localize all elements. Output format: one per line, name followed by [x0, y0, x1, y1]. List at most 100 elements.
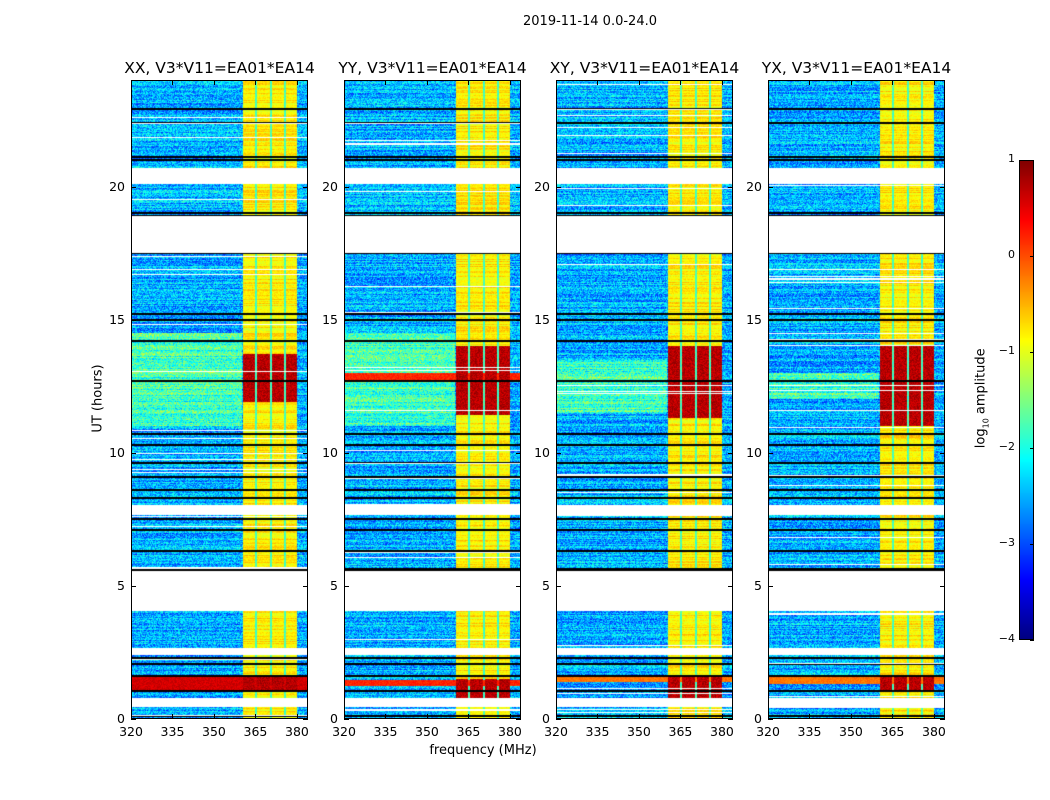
- y-tick-mark: [131, 319, 136, 321]
- y-tick-mark-right: [516, 585, 521, 587]
- x-tick-label: 365: [668, 724, 693, 739]
- x-tick-mark-top: [385, 80, 387, 85]
- heatmap-image: [556, 80, 733, 719]
- y-tick-label: 20: [746, 178, 762, 194]
- x-tick-mark: [768, 714, 769, 719]
- x-tick-mark-top: [213, 80, 215, 85]
- x-tick-mark-top: [426, 80, 428, 85]
- x-tick-mark-top: [556, 80, 557, 85]
- colorbar-label: log10 amplitude: [974, 338, 991, 458]
- colorbar: [1019, 160, 1034, 640]
- x-tick-label: 320: [544, 724, 568, 739]
- y-tick-label: 0: [542, 711, 550, 726]
- x-tick-mark: [721, 714, 723, 719]
- x-tick-label: 380: [285, 724, 309, 739]
- x-tick-mark: [213, 714, 215, 719]
- y-tick-mark-right: [940, 585, 945, 587]
- colorbar-tick-mark: [1030, 640, 1034, 641]
- heatmap-image: [131, 80, 308, 719]
- heatmap-panel: [131, 80, 308, 719]
- x-tick-mark: [131, 714, 132, 719]
- x-tick-label: 380: [710, 724, 734, 739]
- y-tick-label: 15: [109, 311, 125, 327]
- y-tick-mark: [131, 719, 136, 720]
- panel-frame: [556, 80, 733, 719]
- y-tick-mark: [556, 319, 561, 321]
- x-tick-label: 335: [373, 724, 398, 739]
- colorbar-label-prefix: log: [973, 428, 989, 449]
- x-tick-label: 365: [243, 724, 268, 739]
- figure-title: 2019-11-14 0.0-24.0: [523, 14, 657, 29]
- panel-frame: [768, 80, 945, 719]
- colorbar-label-suffix: amplitude: [973, 348, 989, 419]
- y-tick-mark-right: [516, 319, 521, 321]
- colorbar-frame: [1019, 160, 1034, 640]
- y-tick-mark-right: [728, 452, 733, 454]
- x-tick-mark: [509, 714, 511, 719]
- y-tick-mark-right: [516, 186, 521, 188]
- y-tick-mark: [768, 186, 773, 188]
- x-tick-mark-top: [131, 80, 132, 85]
- x-tick-label: 320: [119, 724, 143, 739]
- x-tick-mark-top: [721, 80, 723, 85]
- panel-title: YY, V3*V11=EA01*EA14: [338, 59, 527, 77]
- y-tick-mark-right: [728, 186, 733, 188]
- y-tick-label: 5: [117, 577, 125, 593]
- x-tick-mark: [809, 714, 811, 719]
- y-tick-label: 10: [746, 444, 762, 460]
- x-tick-label: 320: [332, 724, 356, 739]
- y-tick-label: 15: [746, 311, 762, 327]
- x-tick-mark: [680, 714, 682, 719]
- y-tick-label: 20: [109, 178, 125, 194]
- y-axis-label: UT (hours): [90, 364, 106, 433]
- x-tick-label: 380: [922, 724, 946, 739]
- y-tick-label: 20: [322, 178, 338, 194]
- y-tick-mark: [344, 186, 349, 188]
- x-tick-mark-top: [468, 80, 470, 85]
- x-tick-mark-top: [892, 80, 894, 85]
- panel-title: XY, V3*V11=EA01*EA14: [549, 59, 740, 77]
- panel-frame: [344, 80, 521, 719]
- heatmap-panel: [768, 80, 945, 719]
- colorbar-tick-mark: [1030, 544, 1034, 545]
- y-tick-mark: [131, 186, 136, 188]
- colorbar-tick-mark: [1030, 160, 1034, 161]
- x-tick-mark: [255, 714, 257, 719]
- y-tick-label: 0: [117, 711, 125, 726]
- x-tick-label: 335: [585, 724, 610, 739]
- colorbar-tick-mark: [1030, 352, 1034, 353]
- colorbar-tick-label: −2: [998, 440, 1015, 453]
- y-tick-mark-right: [303, 319, 308, 321]
- x-tick-label: 350: [627, 724, 651, 739]
- x-tick-label: 350: [839, 724, 863, 739]
- y-tick-mark-right: [728, 719, 733, 720]
- x-tick-mark: [597, 714, 599, 719]
- y-tick-mark-right: [728, 319, 733, 321]
- colorbar-tick-label: −4: [998, 632, 1015, 645]
- panel-title: XX, V3*V11=EA01*EA14: [124, 59, 315, 77]
- y-tick-label: 0: [754, 711, 762, 726]
- colorbar-tick-label: −1: [998, 344, 1015, 357]
- colorbar-tick-label: 0: [1008, 248, 1015, 261]
- heatmap-panel: [556, 80, 733, 719]
- y-tick-mark: [556, 585, 561, 587]
- y-tick-mark-right: [516, 452, 521, 454]
- panel-title: YX, V3*V11=EA01*EA14: [761, 59, 952, 77]
- x-tick-label: 335: [160, 724, 185, 739]
- y-tick-mark-right: [940, 319, 945, 321]
- x-tick-mark-top: [933, 80, 935, 85]
- x-tick-mark: [344, 714, 345, 719]
- x-axis-label: frequency (MHz): [429, 743, 537, 758]
- y-tick-mark-right: [303, 452, 308, 454]
- y-tick-mark-right: [940, 719, 945, 720]
- y-tick-label: 20: [534, 178, 550, 194]
- x-tick-mark-top: [172, 80, 174, 85]
- y-tick-mark: [556, 186, 561, 188]
- y-tick-mark: [344, 319, 349, 321]
- colorbar-tick-mark: [1030, 256, 1034, 257]
- y-tick-mark: [768, 319, 773, 321]
- y-tick-mark: [556, 452, 561, 454]
- y-tick-mark-right: [728, 585, 733, 587]
- x-tick-mark-top: [597, 80, 599, 85]
- y-tick-mark: [768, 585, 773, 587]
